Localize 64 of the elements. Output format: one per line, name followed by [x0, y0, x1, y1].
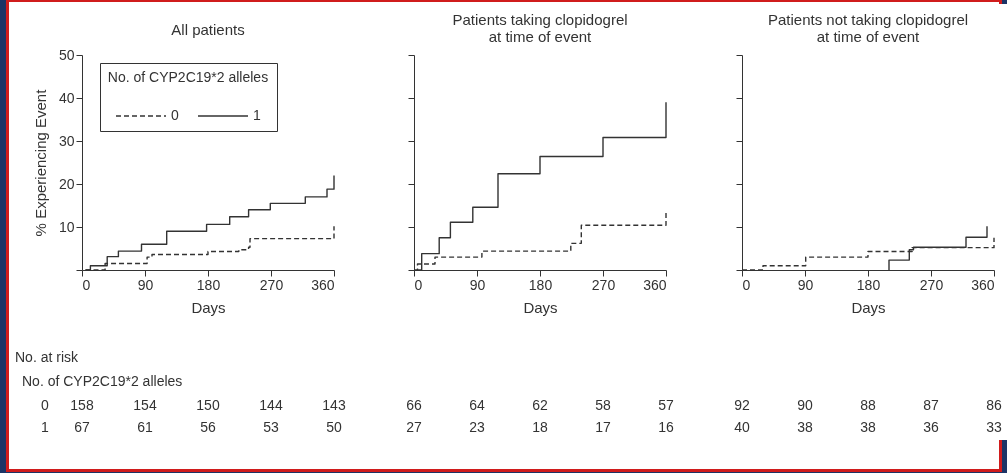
- y-tick-label: 10: [58, 218, 75, 235]
- y-tick-label: 50: [58, 46, 75, 63]
- x-tick-label: 360: [971, 276, 995, 293]
- text: 0: [41, 397, 49, 413]
- x-tick-label: 90: [137, 276, 154, 293]
- text: 18: [532, 419, 548, 435]
- chart-title: Patients not taking clopidogrel at time of event: [767, 10, 969, 45]
- text: 56: [200, 419, 216, 435]
- x-tick-label: 0: [742, 276, 751, 293]
- x-tick-label: 90: [797, 276, 814, 293]
- text: 150: [196, 397, 220, 413]
- text: No. at risk: [15, 349, 80, 365]
- legend-label: 0: [171, 107, 179, 123]
- x-tick-label: 270: [919, 276, 944, 293]
- text: 1: [41, 419, 49, 435]
- legend-label: 1: [253, 107, 261, 123]
- text: 64: [469, 397, 485, 413]
- text: 143: [322, 397, 346, 413]
- legend-title: No. of CYP2C19*2 alleles: [107, 69, 269, 85]
- text: 27: [406, 419, 422, 435]
- x-axis-title: Days: [191, 298, 226, 316]
- x-tick-label: 270: [591, 276, 616, 293]
- x-tick-label: 180: [196, 276, 221, 293]
- text: 33: [986, 419, 1002, 435]
- x-tick-label: 270: [259, 276, 284, 293]
- text: 87: [923, 397, 939, 413]
- text: 53: [263, 419, 279, 435]
- x-tick-label: 0: [82, 276, 91, 293]
- y-tick-label: 30: [58, 132, 75, 149]
- text: 90: [797, 397, 813, 413]
- chart-title: Patients taking clopidogrel at time of event: [452, 10, 628, 45]
- y-tick-label: 20: [58, 175, 75, 192]
- text: 67: [74, 419, 90, 435]
- x-axis-title: Days: [523, 298, 558, 316]
- text: 158: [70, 397, 94, 413]
- text: 88: [860, 397, 876, 413]
- text: 61: [137, 419, 153, 435]
- x-tick-label: 90: [469, 276, 486, 293]
- text: 144: [259, 397, 283, 413]
- text: 50: [326, 419, 342, 435]
- text: 58: [595, 397, 611, 413]
- y-tick-label: 40: [58, 89, 75, 106]
- x-tick-label: 360: [643, 276, 667, 293]
- text: 92: [734, 397, 750, 413]
- text: 17: [595, 419, 611, 435]
- text: 16: [658, 419, 674, 435]
- x-tick-label: 180: [528, 276, 553, 293]
- x-axis-title: Days: [851, 298, 886, 316]
- text: 38: [860, 419, 876, 435]
- x-tick-label: 0: [414, 276, 423, 293]
- text: 86: [986, 397, 1002, 413]
- text: 62: [532, 397, 548, 413]
- text: 40: [734, 419, 750, 435]
- text: 23: [469, 419, 485, 435]
- text: 36: [923, 419, 939, 435]
- x-tick-label: 180: [856, 276, 881, 293]
- text: 57: [658, 397, 674, 413]
- text: 66: [406, 397, 422, 413]
- x-tick-label: 360: [311, 276, 335, 293]
- chart-title: All patients: [171, 21, 245, 38]
- text: 38: [797, 419, 813, 435]
- y-axis-title: % Experiencing Event: [31, 88, 49, 237]
- text: No. of CYP2C19*2 alleles: [22, 373, 183, 389]
- text: 154: [133, 397, 157, 413]
